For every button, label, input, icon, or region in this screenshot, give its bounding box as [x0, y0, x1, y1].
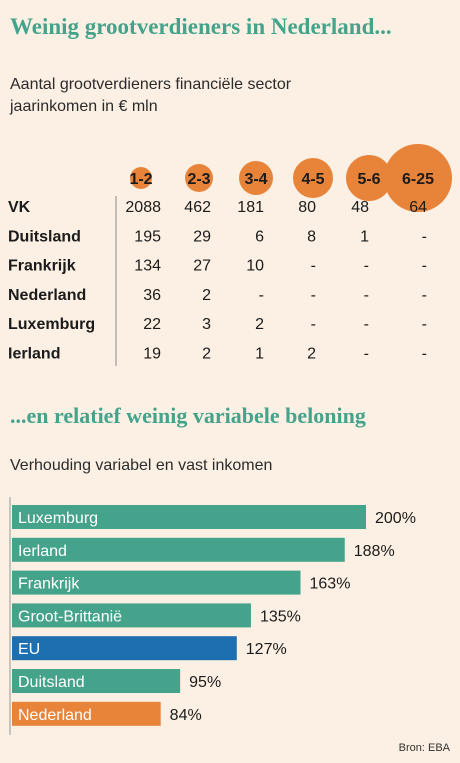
bar-luxemburg — [12, 505, 366, 529]
column-header-2-3: 2-3 — [187, 171, 210, 188]
bar-value-label: 200% — [375, 510, 416, 527]
cell-value: 10 — [246, 258, 264, 275]
bar-eu — [12, 636, 237, 661]
cell-value: 29 — [193, 228, 211, 245]
bar-value-label: 127% — [246, 641, 287, 658]
cell-value: - — [422, 258, 427, 275]
bar-label: Frankrijk — [18, 576, 80, 593]
table-row: Nederland 36 2 - - - - — [8, 287, 427, 304]
cell-value: - — [422, 346, 427, 363]
column-header-4-5: 4-5 — [301, 171, 324, 188]
cell-value: 22 — [143, 316, 161, 333]
cell-value: 2 — [255, 316, 264, 333]
cell-value: 181 — [237, 199, 264, 216]
cell-value: 48 — [351, 199, 369, 216]
cell-value: - — [422, 287, 427, 304]
bubble-4-5 — [293, 158, 333, 198]
cell-value: - — [422, 228, 427, 245]
bar-duitsland — [12, 669, 181, 693]
bar-value-label: 163% — [310, 576, 351, 593]
cell-value: - — [364, 287, 369, 304]
chart-subtitle: Aantal grootverdieners financiële sector… — [10, 74, 291, 118]
table-row: Luxemburg 22 3 2 - - - — [8, 316, 427, 333]
row-label: Ierland — [8, 346, 60, 363]
cell-value: - — [364, 346, 369, 363]
bar-value-label: 95% — [189, 674, 221, 691]
column-header-6-25: 6-25 — [402, 171, 434, 188]
column-header-3-4: 3-4 — [244, 171, 267, 188]
cell-value: 19 — [143, 346, 161, 363]
bar-value-label: 188% — [354, 543, 395, 560]
bar-label: Groot-Brittanië — [18, 608, 122, 625]
cell-value: - — [311, 316, 316, 333]
table-row: VK 2088 462 181 80 48 64 — [8, 199, 427, 216]
bar-nederland — [12, 701, 161, 726]
bar-label: Duitsland — [18, 674, 85, 691]
cell-value: - — [364, 316, 369, 333]
cell-value: 2 — [202, 287, 211, 304]
cell-value: - — [311, 258, 316, 275]
cell-value: - — [259, 287, 264, 304]
cell-value: 36 — [143, 287, 161, 304]
cell-value: - — [422, 316, 427, 333]
bar-ierland — [12, 537, 345, 562]
cell-value: 1 — [360, 228, 369, 245]
cell-value: 3 — [202, 316, 211, 333]
row-label: Frankrijk — [8, 258, 76, 275]
cell-value: 80 — [298, 199, 316, 216]
cell-value: - — [364, 258, 369, 275]
column-header-1-2: 1-2 — [129, 171, 152, 188]
bar-groot-brittanië — [12, 603, 251, 628]
bar-label: Nederland — [18, 707, 92, 724]
table-row: Ierland 19 2 1 2 - - — [8, 346, 427, 363]
bubble-2-3 — [185, 164, 213, 192]
cell-value: 195 — [134, 228, 161, 245]
bubble-3-4 — [239, 161, 273, 195]
bar-label: EU — [18, 641, 40, 658]
cell-value: - — [311, 287, 316, 304]
cell-value: 8 — [307, 228, 316, 245]
chart-title: Weinig grootverdieners in Nederland... — [10, 14, 392, 39]
subtitle-line-1: Aantal grootverdieners financiële sector — [10, 76, 292, 93]
cell-value: 134 — [134, 258, 161, 275]
cell-value: 2088 — [125, 199, 161, 216]
section2-subtitle: Verhouding variabel en vast inkomen — [10, 457, 273, 474]
cell-value: 462 — [184, 199, 211, 216]
source-note: Bron: EBA — [398, 742, 450, 754]
bubble-5-6 — [346, 155, 392, 201]
table-row: Frankrijk 134 27 10 - - - — [8, 258, 427, 275]
cell-value: 64 — [409, 199, 427, 216]
bubble-6-25 — [384, 144, 452, 212]
cell-value: 27 — [193, 258, 211, 275]
bubble-header-group — [130, 144, 452, 212]
bar-label: Ierland — [18, 543, 67, 560]
bar-value-label: 135% — [260, 608, 301, 625]
row-label: Duitsland — [8, 228, 81, 245]
cell-value: 2 — [202, 346, 211, 363]
cell-value: 2 — [307, 346, 316, 363]
subtitle-line-2: jaarinkomen in € mln — [10, 98, 158, 115]
bar-frankrijk — [12, 570, 301, 595]
row-label: VK — [8, 199, 31, 216]
bubble-1-2 — [130, 167, 152, 189]
table-row: Duitsland 195 29 6 8 1 - — [8, 228, 427, 245]
cell-value: 1 — [255, 346, 264, 363]
bar-value-label: 84% — [170, 707, 202, 724]
cell-value: 6 — [255, 228, 264, 245]
row-label: Nederland — [8, 287, 86, 304]
row-label: Luxemburg — [8, 316, 95, 333]
section2-title: ...en relatief weinig variabele beloning — [10, 403, 366, 428]
bar-label: Luxemburg — [18, 510, 98, 527]
column-header-5-6: 5-6 — [357, 171, 380, 188]
